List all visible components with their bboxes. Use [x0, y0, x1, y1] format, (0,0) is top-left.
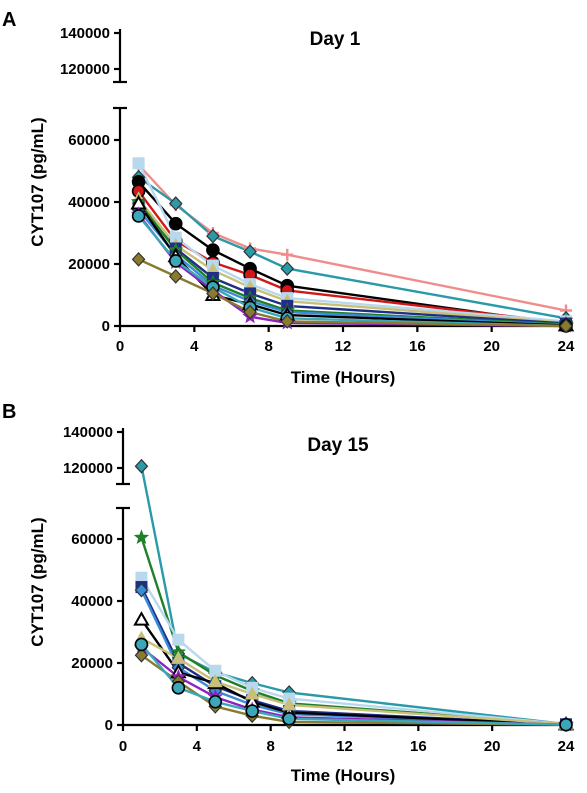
panel-b-x-tick-label: 0: [119, 738, 127, 755]
panel-b-y-tick-label: 60000: [71, 531, 113, 548]
panel-b-y-tick-label: 120000: [63, 460, 113, 477]
panel-a-series-line-4: [137, 190, 567, 325]
panel-a-series-3-point: [168, 216, 183, 231]
panel-b-series-7-point: [171, 650, 186, 664]
panel-b-plot: 0 4 8 12 16 20 24 0 20000 40000 60000 120000 140000: [63, 424, 575, 755]
panel-a-series-13-point: [559, 318, 573, 334]
panel-a-series-13-point: [168, 269, 183, 284]
panel-b-series-line-10: [140, 643, 567, 726]
panel-b-y-tick-label: 0: [105, 717, 113, 734]
panel-a-y-tick-label: 0: [102, 318, 110, 335]
panel-a-x-tick-label: 4: [190, 338, 199, 355]
panel-a-y-tick-label: 60000: [68, 132, 110, 149]
panel-a-series-12-point: [168, 254, 183, 268]
panel-a-x-tick-label: 8: [264, 338, 272, 355]
panel-a-series-2-point: [243, 244, 257, 259]
panel-a-series-2-point: [280, 261, 295, 277]
panel-b-series-10-point: [282, 711, 296, 726]
panel-b-series-line-8: [140, 646, 567, 726]
panel-a-series-13-point: [280, 313, 295, 329]
panel-a-ylabel: CYT107 (pg/mL): [28, 117, 47, 246]
panel-b-series-10-point: [559, 717, 573, 732]
panel-a-series-12-point: [131, 209, 146, 223]
panel-a-y-tick-label: 40000: [68, 194, 110, 211]
panel-a-xlabel: Time (Hours): [291, 368, 396, 387]
panel-a-series-13-point: [243, 304, 257, 320]
panel-letter-a: A: [2, 9, 16, 31]
panel-a-series-line-6: [137, 198, 567, 325]
panel-a-x-tick-label: 12: [335, 338, 352, 355]
panel-a-x-tick-label: 20: [483, 338, 500, 355]
panel-b-series-7-point: [244, 686, 260, 700]
panel-b-series-9-point: [134, 647, 149, 663]
panel-b-xlabel: Time (Hours): [291, 766, 396, 785]
panel-a-plot: 0 4 8 12 16 20 24 0 20000 40000 60000 120000 140000: [60, 25, 575, 355]
panel-b-series-line-1: [140, 465, 567, 726]
panel-b-series-6-point: [133, 611, 150, 626]
panel-b-ylabel: CYT107 (pg/mL): [28, 517, 47, 646]
panel-b-series-3-point: [172, 633, 185, 646]
panel-a-series-13-point: [206, 286, 220, 301]
panel-b-series-line-2: [140, 537, 567, 726]
panel-b-series-10-point: [208, 694, 223, 709]
panel-a-series-line-3: [137, 181, 567, 326]
panel-b-series-5-point: [134, 582, 149, 598]
panel-a-title: Day 1: [310, 29, 361, 50]
panel-a-y-tick-label: 20000: [68, 256, 110, 273]
panel-b-series-1-point: [134, 458, 149, 474]
panel-b-y-tick-label: 20000: [71, 655, 113, 672]
panel-a-series-line-2: [137, 176, 567, 320]
panel-b-x-tick-label: 8: [266, 738, 274, 755]
panel-a-y-tick-label: 140000: [60, 25, 110, 42]
panel-a-x-tick-label: 16: [409, 338, 426, 355]
panel-a-series-2-point: [206, 228, 220, 244]
panel-b-x-tick-label: 20: [484, 738, 501, 755]
panel-a-series-5-point: [132, 157, 145, 170]
panel-a-series-13-point: [131, 251, 146, 267]
panel-a-series-line-12: [137, 215, 567, 328]
panel-b-series-line-3: [140, 577, 567, 726]
panel-a-series-line-13: [138, 258, 567, 328]
panel-a-x-tick-label: 0: [116, 338, 124, 355]
panel-b-x-tick-label: 16: [410, 738, 427, 755]
panel-b-x-tick-label: 24: [558, 738, 575, 755]
panel-b-series-2-point: [133, 529, 150, 544]
panel-b-series-10-point: [245, 704, 260, 718]
panel-b-series-line-7: [140, 637, 567, 726]
panel-b-series-10-point: [134, 637, 149, 652]
panel-b-title: Day 15: [307, 435, 369, 456]
panel-b-x-tick-label: 4: [193, 738, 202, 755]
panel-a-series-2-point: [168, 196, 183, 211]
panel-a-x-tick-label: 24: [558, 338, 575, 355]
panel-a-y-tick-label: 120000: [60, 61, 110, 78]
panel-a-series-3-point: [206, 243, 220, 257]
panel-b-series-10-point: [171, 680, 186, 695]
panel-letter-b: B: [2, 401, 16, 423]
panel-b-y-tick-label: 40000: [71, 593, 113, 610]
panel-b-series-7-point: [207, 674, 223, 688]
panel-b-x-tick-label: 12: [336, 738, 353, 755]
panel-a-series-1-point: [281, 248, 294, 261]
panel-b-y-tick-label: 140000: [63, 424, 113, 441]
